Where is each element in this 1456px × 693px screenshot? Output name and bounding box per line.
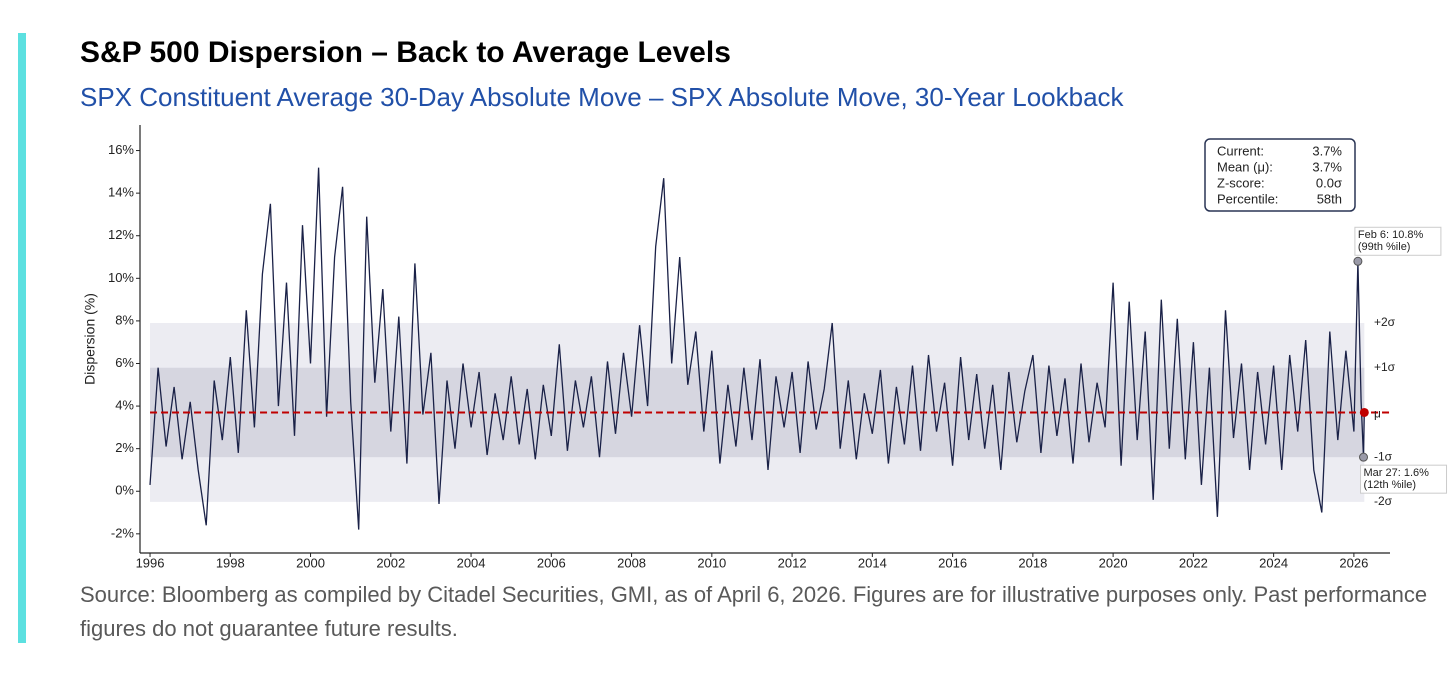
mean-label: μ bbox=[1374, 407, 1381, 421]
accent-bar bbox=[18, 33, 26, 643]
y-tick-label: 4% bbox=[115, 398, 134, 413]
y-tick-label: -2% bbox=[111, 525, 135, 540]
x-tick-label: 2010 bbox=[697, 555, 726, 570]
x-tick-label: 2016 bbox=[938, 555, 967, 570]
sigma-label: -2σ bbox=[1374, 494, 1393, 508]
annotation-point bbox=[1359, 452, 1369, 462]
annotation-text: Mar 27: 1.6% bbox=[1364, 467, 1430, 479]
series-line bbox=[149, 167, 1365, 530]
x-tick-label: 1996 bbox=[136, 555, 165, 570]
y-tick-label: 12% bbox=[108, 227, 134, 242]
y-tick-label: 8% bbox=[115, 312, 134, 327]
y-tick-label: 6% bbox=[115, 355, 134, 370]
x-tick-label: 2022 bbox=[1179, 555, 1208, 570]
sigma-label: +2σ bbox=[1374, 315, 1396, 329]
x-tick-label: 1998 bbox=[216, 555, 245, 570]
stats-label: Current: bbox=[1217, 143, 1264, 158]
chart-subtitle: SPX Constituent Average 30-Day Absolute … bbox=[80, 82, 1124, 112]
y-tick-label: 0% bbox=[115, 483, 134, 498]
source-note: Source: Bloomberg as compiled by Citadel… bbox=[80, 582, 1428, 641]
y-tick-label: 16% bbox=[108, 142, 134, 157]
y-axis-label: Dispersion (%) bbox=[82, 293, 98, 385]
chart-title: S&P 500 Dispersion – Back to Average Lev… bbox=[80, 36, 731, 69]
stats-label: Mean (μ): bbox=[1217, 159, 1273, 174]
x-tick-label: 2000 bbox=[296, 555, 325, 570]
stats-value: 3.7% bbox=[1312, 143, 1342, 158]
x-tick-label: 2012 bbox=[778, 555, 807, 570]
x-tick-label: 2018 bbox=[1018, 555, 1047, 570]
stats-label: Percentile: bbox=[1217, 191, 1278, 206]
sigma-label: +1σ bbox=[1374, 360, 1396, 374]
stats-value: 0.0σ bbox=[1316, 175, 1342, 190]
current-point bbox=[1359, 407, 1369, 417]
y-tick-label: 2% bbox=[115, 440, 134, 455]
stats-box bbox=[1204, 138, 1356, 212]
x-tick-label: 2024 bbox=[1259, 555, 1288, 570]
annotation-box bbox=[1360, 464, 1448, 494]
y-tick-label: 14% bbox=[108, 185, 134, 200]
annotation-box bbox=[1354, 226, 1442, 256]
y-tick-label: 10% bbox=[108, 270, 134, 285]
x-tick-label: 2004 bbox=[457, 555, 486, 570]
annotation-point bbox=[1353, 256, 1363, 266]
stats-value: 58th bbox=[1317, 191, 1342, 206]
stats-value: 3.7% bbox=[1312, 159, 1342, 174]
x-tick-label: 2014 bbox=[858, 555, 887, 570]
sigma-label: -1σ bbox=[1374, 449, 1393, 463]
annotation-text: (99th %ile) bbox=[1358, 241, 1411, 253]
x-tick-label: 2008 bbox=[617, 555, 646, 570]
x-tick-label: 2006 bbox=[537, 555, 566, 570]
stats-label: Z-score: bbox=[1217, 175, 1265, 190]
annotation-text: (12th %ile) bbox=[1364, 479, 1417, 491]
x-tick-label: 2026 bbox=[1339, 555, 1368, 570]
x-tick-label: 2002 bbox=[376, 555, 405, 570]
chart: +2σ +1σ -1σ -2σ μ Feb 6: 10.8%(99th %ile) Mar … bbox=[82, 125, 1448, 570]
annotation-text: Feb 6: 10.8% bbox=[1358, 229, 1424, 241]
x-tick-label: 2020 bbox=[1099, 555, 1128, 570]
